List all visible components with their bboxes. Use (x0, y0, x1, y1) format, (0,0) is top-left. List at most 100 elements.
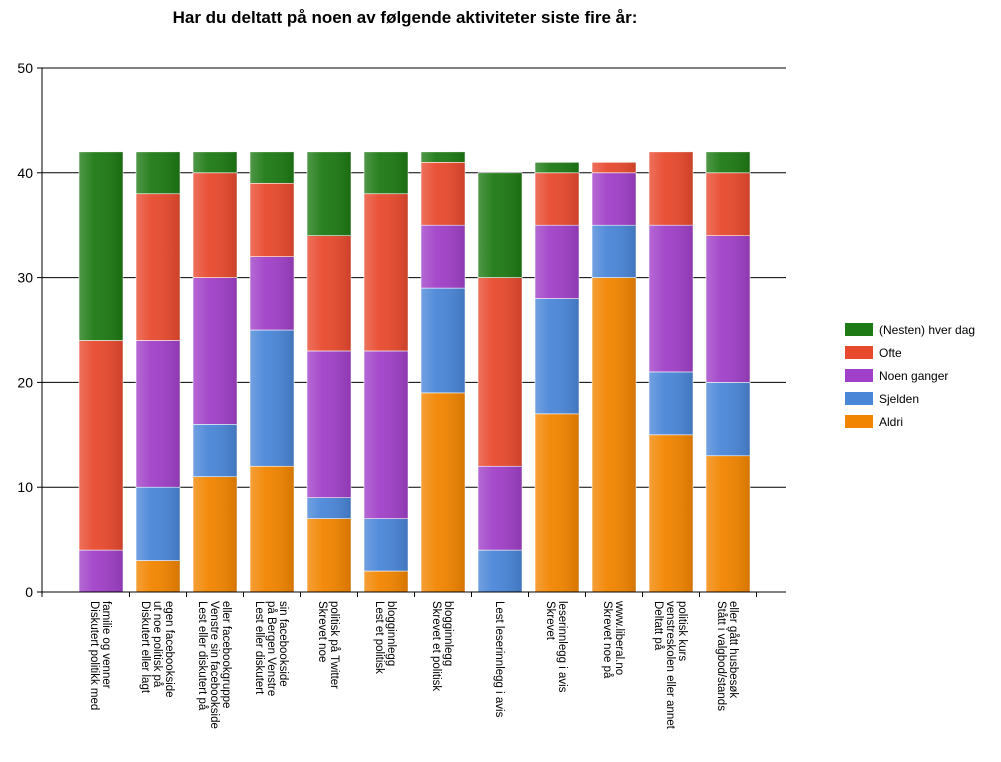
bar-segment (249, 182, 295, 257)
bar-segment (363, 518, 409, 572)
bar-segment (78, 549, 124, 593)
bar-segment (420, 162, 466, 226)
category-label-line: Skrevet noe (316, 601, 328, 662)
legend-swatch (845, 392, 873, 405)
category-label-line: Skrevet noe på (601, 601, 613, 679)
category-label: Stått i valgbod/stands eller gått husbesø… (715, 601, 739, 711)
chart-title: Har du deltatt på noen av følgende aktiv… (172, 8, 638, 27)
bar-segment (306, 497, 352, 519)
bar-segment (705, 235, 751, 383)
bar-segment (363, 151, 409, 195)
bar-segment (477, 549, 523, 593)
bar-segment (192, 151, 238, 174)
bar-segment (591, 224, 637, 278)
category-label-line: familie og venner (100, 601, 112, 689)
category-label-line: www.liberal.no (613, 600, 625, 675)
category-label-line: politisk kurs (676, 601, 688, 661)
y-tick-label: 10 (17, 479, 33, 495)
bar-segment (705, 172, 751, 236)
bar-segment (648, 434, 694, 593)
category-label: Lest et politisk blogginnlegg (373, 601, 397, 674)
bar-segment (306, 518, 352, 593)
category-label: Diskutert eller lagt ut noe politisk på eg… (139, 601, 175, 698)
category-label-line: Lest leserinnlegg i avis (493, 601, 505, 718)
bar-segment (591, 172, 637, 226)
y-tick-label: 0 (25, 584, 33, 600)
legend-label: Aldri (879, 415, 903, 429)
category-label-line: eller facebookgruppe (220, 601, 232, 708)
category-label-line: Lest et politisk (373, 601, 385, 674)
legend-item: (Nesten) hver dag (845, 323, 975, 337)
bar-segment (363, 350, 409, 519)
bar-segment (249, 465, 295, 593)
bar-segment (306, 350, 352, 498)
legend-swatch (845, 346, 873, 359)
category-label-line: Venstre sin facebookside (208, 601, 220, 729)
bar-segment (648, 224, 694, 373)
bar-segment (705, 151, 751, 174)
category-label-line: leserinnlegg i avis (556, 601, 568, 693)
category-label: Skrevet noe politisk på Twitter (316, 601, 340, 689)
bar-segment (192, 172, 238, 278)
legend-item: Noen ganger (845, 369, 948, 383)
category-label-line: politisk på Twitter (328, 601, 340, 689)
bar-segment (420, 392, 466, 593)
category-label-line: egen facebookside (163, 601, 175, 698)
category-label-line: blogginnlegg (442, 601, 454, 666)
category-label: Diskutert politikk med familie og venner (88, 601, 112, 710)
category-label: Lest eller diskutert på Venstre sin faceb… (196, 601, 232, 729)
category-label-line: på Bergen Venstre (265, 601, 277, 696)
category-label-line: Skrevet (544, 601, 556, 641)
bar-segment (534, 172, 580, 226)
bar-segment (648, 151, 694, 226)
bar-segment (192, 277, 238, 425)
y-tick-label: 20 (17, 374, 33, 390)
bar-segment (705, 382, 751, 457)
category-label: Lest eller diskutert på Bergen Venstre sin… (253, 601, 289, 696)
bar-segment (591, 277, 637, 593)
bar-segment (420, 287, 466, 394)
category-label-line: ut noe politisk på (151, 601, 163, 688)
legend-item: Aldri (845, 415, 903, 429)
bar-segment (477, 277, 523, 467)
legend-label: (Nesten) hver dag (879, 323, 975, 337)
bar-segment (363, 193, 409, 352)
bar-segment (534, 413, 580, 593)
category-label: Skrevet noe på www.liberal.no (601, 600, 625, 679)
legend: (Nesten) hver dag Ofte Noen ganger Sjelden A… (845, 323, 975, 429)
bar-segment (534, 224, 580, 299)
bar-segment (135, 560, 181, 593)
category-label-line: Diskutert eller lagt (139, 601, 151, 694)
category-label-line: Diskutert politikk med (88, 601, 100, 710)
category-label-line: Deltatt på (652, 601, 664, 651)
category-label-line: Skrevet et politisk (430, 601, 442, 691)
bar-segment (78, 151, 124, 341)
category-label: Lest leserinnlegg i avis (493, 601, 505, 718)
legend-label: Sjelden (879, 392, 919, 406)
bar-segment (534, 298, 580, 415)
bar-segment (135, 486, 181, 561)
y-tick-label: 50 (17, 60, 33, 76)
bar-segment (534, 162, 580, 174)
category-label-line: Stått i valgbod/stands (715, 601, 727, 711)
bar-segment (135, 340, 181, 488)
legend-swatch (845, 415, 873, 428)
bars (78, 151, 751, 593)
category-label-line: Lest eller diskutert på (196, 601, 208, 711)
bar-segment (420, 224, 466, 289)
category-label-line: eller gått husbesøk (727, 601, 739, 698)
category-label-line: sin facebookside (277, 601, 289, 687)
bar-segment (135, 193, 181, 341)
legend-swatch (845, 369, 873, 382)
category-label-line: blogginnlegg (385, 601, 397, 666)
axes (37, 67, 786, 597)
legend-item: Sjelden (845, 392, 919, 406)
bar-segment (705, 455, 751, 593)
bar-segment (192, 476, 238, 593)
bar-segment (249, 151, 295, 184)
bar-segment (648, 371, 694, 436)
bar-segment (135, 151, 181, 195)
bar-segment (363, 570, 409, 593)
category-label: Skrevet et politisk blogginnlegg (430, 601, 454, 691)
